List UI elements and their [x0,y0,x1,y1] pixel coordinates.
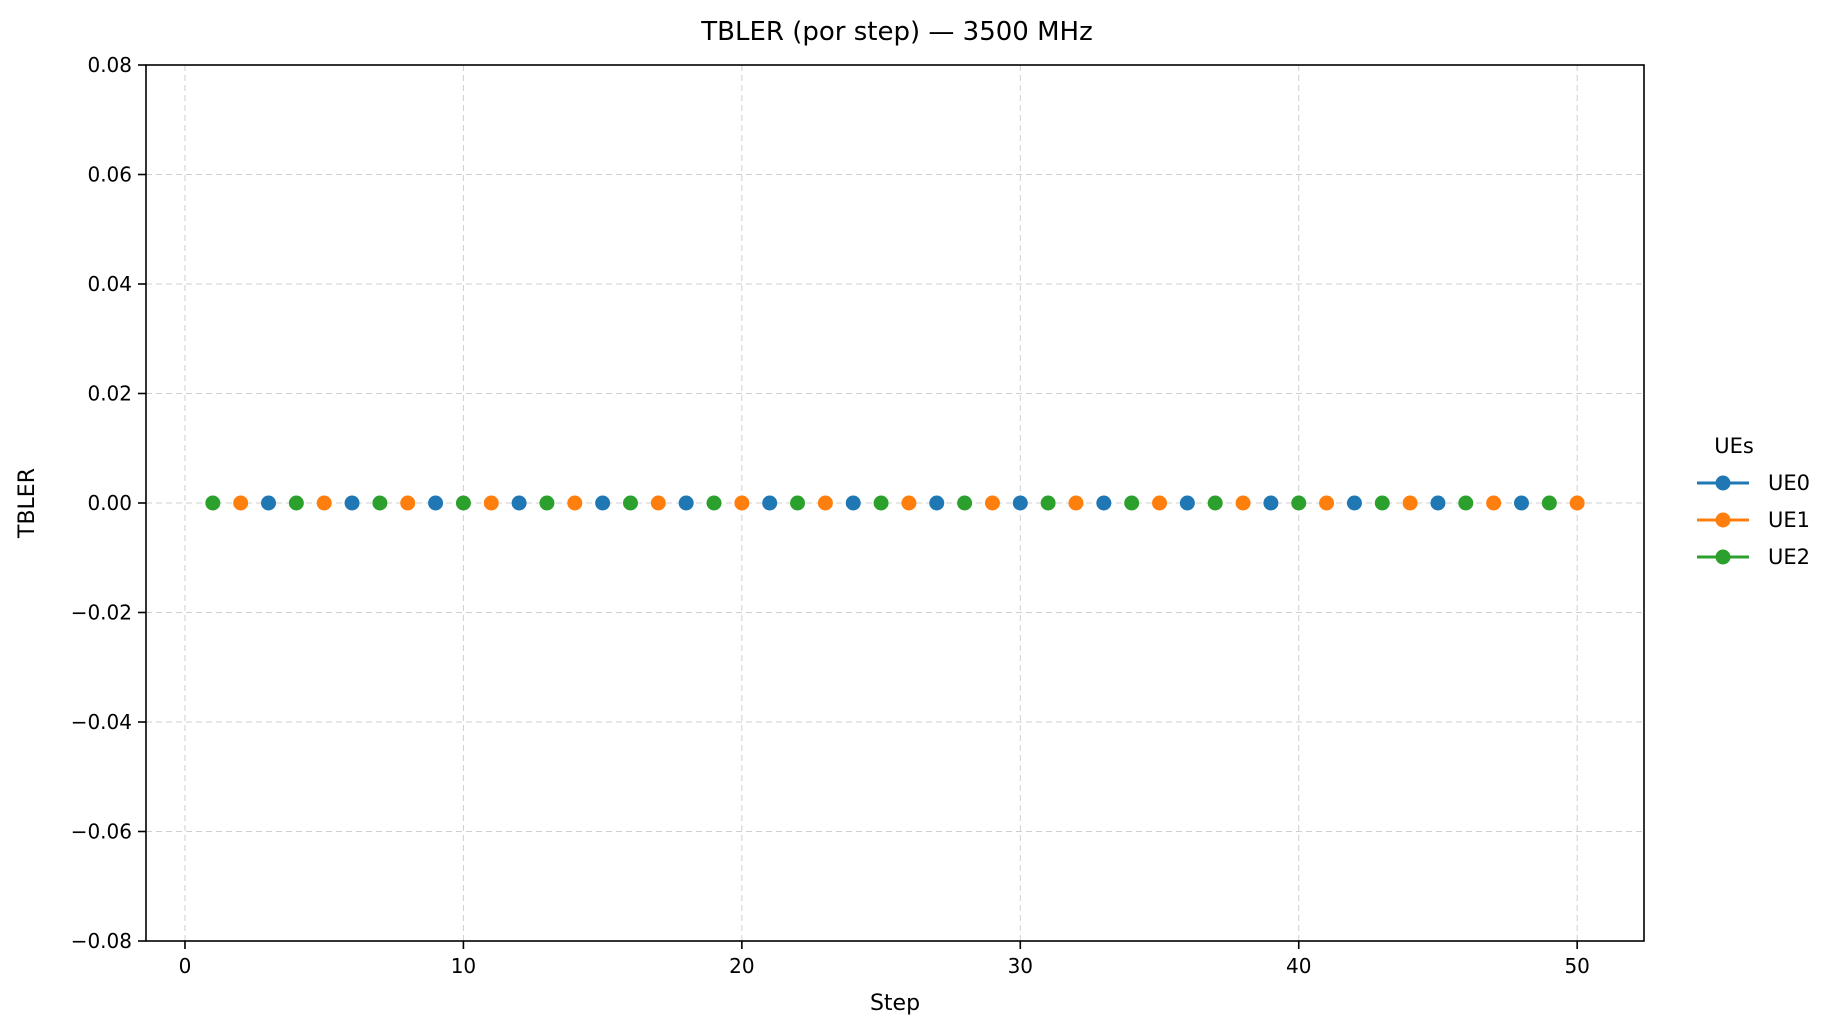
grid [146,64,1644,942]
y-tick-label: 0.04 [87,272,132,296]
point-ue0-9 [428,495,444,511]
x-tick-label: 20 [729,954,754,978]
point-ue1-44 [1402,495,1418,511]
point-ue1-38 [1235,495,1251,511]
y-tick-label: −0.04 [71,710,132,734]
point-ue2-49 [1541,495,1557,511]
point-ue1-8 [400,495,416,511]
point-ue0-45 [1430,495,1446,511]
point-ue2-25 [873,495,889,511]
chart-title: TBLER (por step) — 3500 MHz [700,17,1092,47]
x-tick-label: 10 [451,954,476,978]
point-ue0-27 [929,495,945,511]
point-ue0-39 [1263,495,1279,511]
point-ue2-7 [372,495,388,511]
axis-ticks: 0 10 20 30 40 50 −0.08 −0.06 −0.04 −0.02 0.00 0.02 0… [71,53,1590,978]
legend-marker-ue0 [1715,475,1731,491]
point-ue1-23 [817,495,833,511]
point-ue1-29 [984,495,1000,511]
point-ue1-5 [316,495,332,511]
legend-marker-ue1 [1715,512,1731,528]
point-ue0-33 [1096,495,1112,511]
point-ue1-2 [233,495,249,511]
y-tick-label: −0.02 [71,601,132,625]
point-ue2-19 [706,495,722,511]
y-tick-label: 0.00 [87,491,132,515]
point-ue2-28 [957,495,973,511]
x-tick-label: 30 [1008,954,1033,978]
legend: UEs UE0 UE1 UE2 [1697,434,1810,569]
point-ue0-12 [511,495,527,511]
y-tick-label: −0.08 [71,929,132,953]
y-tick-label: 0.06 [87,163,132,187]
point-ue2-4 [288,495,304,511]
data-points [205,495,1585,511]
point-ue0-3 [261,495,277,511]
point-ue1-35 [1152,495,1168,511]
legend-label-ue0: UE0 [1768,471,1810,495]
x-tick-label: 40 [1286,954,1311,978]
point-ue0-36 [1179,495,1195,511]
point-ue1-32 [1068,495,1084,511]
point-ue0-48 [1513,495,1529,511]
y-axis-label: TBLER [15,468,40,539]
point-ue1-41 [1319,495,1335,511]
point-ue0-15 [595,495,611,511]
point-ue0-24 [845,495,861,511]
y-tick-label: 0.02 [87,382,132,406]
point-ue1-14 [567,495,583,511]
point-ue0-42 [1346,495,1362,511]
point-ue2-40 [1291,495,1307,511]
point-ue2-46 [1458,495,1474,511]
legend-marker-ue2 [1715,549,1731,565]
point-ue0-30 [1012,495,1028,511]
legend-label-ue1: UE1 [1768,508,1810,532]
point-ue2-13 [539,495,555,511]
point-ue0-21 [762,495,778,511]
point-ue1-17 [650,495,666,511]
point-ue1-20 [734,495,750,511]
point-ue2-43 [1374,495,1390,511]
point-ue1-47 [1486,495,1502,511]
legend-title: UEs [1714,434,1754,458]
x-tick-label: 0 [179,954,192,978]
point-ue1-50 [1569,495,1585,511]
point-ue2-34 [1124,495,1140,511]
point-ue2-22 [790,495,806,511]
point-ue0-18 [678,495,694,511]
point-ue2-1 [205,495,221,511]
y-tick-label: −0.06 [71,820,132,844]
y-tick-label: 0.08 [87,53,132,77]
point-ue1-11 [483,495,499,511]
point-ue0-6 [344,495,360,511]
point-ue1-26 [901,495,917,511]
point-ue2-37 [1207,495,1223,511]
legend-label-ue2: UE2 [1768,545,1810,569]
x-axis-label: Step [870,991,920,1016]
x-tick-label: 50 [1564,954,1589,978]
point-ue2-10 [455,495,471,511]
point-ue2-16 [622,495,638,511]
point-ue2-31 [1040,495,1056,511]
